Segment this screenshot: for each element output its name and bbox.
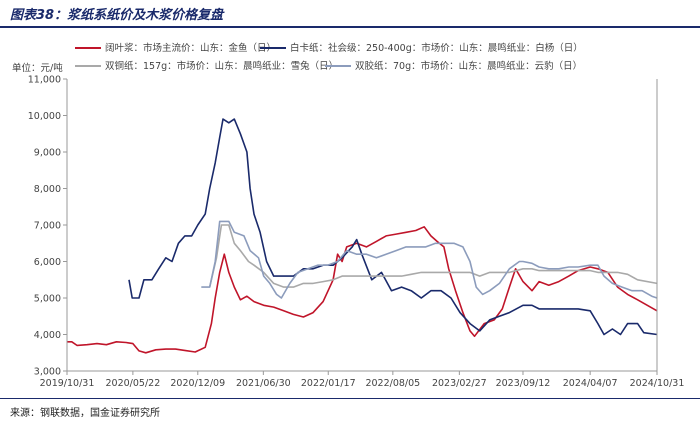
y-tick-label: 4,000	[34, 330, 61, 341]
y-tick-label: 11,000	[28, 75, 61, 86]
source-note: 来源：钢联数据，国金证券研究所	[10, 408, 160, 419]
x-tick-label: 2023/02/27	[432, 378, 487, 389]
legend-label: 阔叶浆：市场主流价：山东：金鱼（日）	[105, 42, 276, 54]
series-line-2	[128, 118, 658, 336]
title-rule	[0, 26, 700, 28]
chart-legend: 阔叶浆：市场主流价：山东：金鱼（日） 白卡纸：社会级：250-400g：市场价：山…	[75, 42, 583, 72]
x-tick-label: 2024/04/07	[563, 378, 618, 389]
title-bar: 图表38：浆纸系纸价及木浆价格复盘	[0, 0, 700, 26]
x-tick-label: 2020/05/22	[105, 378, 160, 389]
y-tick-label: 3,000	[34, 367, 61, 378]
legend-label: 双胶纸：70g：市场价：山东：晨鸣纸业：云豹（日）	[355, 60, 582, 72]
y-tick-label: 9,000	[34, 148, 61, 159]
x-tick-label: 2022/08/05	[365, 378, 420, 389]
x-tick-label: 2022/01/17	[301, 378, 356, 389]
x-axis-ticks: 2019/10/31 2020/05/22 2020/12/09 2021/06/30…	[40, 371, 685, 389]
y-tick-label: 6,000	[34, 257, 61, 268]
legend-label: 白卡纸：社会级：250-400g：市场价：山东：晨鸣纸业：白杨（日）	[290, 42, 583, 54]
y-tick-label: 7,000	[34, 221, 61, 232]
series-lines	[67, 118, 658, 354]
y-axis-label: 单位：元/吨	[12, 62, 63, 74]
source-rule	[0, 398, 700, 399]
x-tick-label: 2020/12/09	[170, 378, 225, 389]
y-tick-label: 10,000	[28, 111, 61, 122]
y-tick-label: 5,000	[34, 294, 61, 305]
x-tick-label: 2019/10/31	[40, 378, 95, 389]
legend-label: 双铜纸：157g：市场价：山东：晨鸣纸业：雪兔（日）	[105, 60, 338, 72]
y-tick-label: 8,000	[34, 184, 61, 195]
x-tick-label: 2024/10/31	[630, 378, 685, 389]
series-line-1	[67, 226, 658, 354]
series-line-4	[201, 220, 658, 299]
page-title: 图表38：浆纸系纸价及木浆价格复盘	[10, 8, 224, 23]
y-axis-ticks: 3,000 4,000 5,000 6,000 7,000 8,000 9,000 10,00…	[28, 75, 67, 378]
x-tick-label: 2021/06/30	[236, 378, 291, 389]
series-line-3	[208, 224, 658, 288]
x-tick-label: 2023/09/12	[496, 378, 551, 389]
line-chart: 阔叶浆：市场主流价：山东：金鱼（日） 白卡纸：社会级：250-400g：市场价：山…	[12, 42, 685, 389]
